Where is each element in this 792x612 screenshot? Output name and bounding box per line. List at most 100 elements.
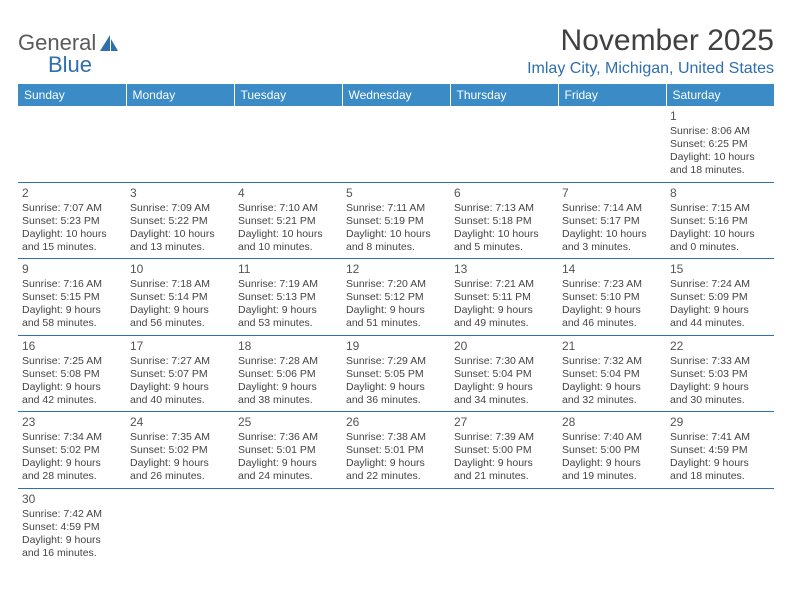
daylight-line-2: and 5 minutes. [454, 241, 554, 254]
calendar-week: 2Sunrise: 7:07 AMSunset: 5:23 PMDaylight… [18, 182, 774, 259]
calendar-empty [126, 488, 234, 564]
daylight-line-2: and 10 minutes. [238, 241, 338, 254]
sunrise-line: Sunrise: 7:25 AM [22, 355, 122, 368]
daylight-line-2: and 24 minutes. [238, 470, 338, 483]
calendar-day: 6Sunrise: 7:13 AMSunset: 5:18 PMDaylight… [450, 182, 558, 259]
sunrise-line: Sunrise: 7:36 AM [238, 431, 338, 444]
day-number: 29 [670, 415, 770, 430]
sunrise-line: Sunrise: 7:40 AM [562, 431, 662, 444]
calendar-week: 23Sunrise: 7:34 AM Sunset: 5:02 PM Dayligh… [18, 412, 774, 489]
calendar-week: 1Sunrise: 8:06 AMSunset: 6:25 PMDaylight… [18, 106, 774, 182]
calendar-empty [666, 488, 774, 564]
day-number: 5 [346, 186, 446, 201]
day-number: 10 [130, 262, 230, 277]
daylight-line: Daylight: 9 hours [238, 381, 338, 394]
daylight-line: Daylight: 9 hours [454, 304, 554, 317]
daylight-line-2: and 34 minutes. [454, 394, 554, 407]
day-number: 12 [346, 262, 446, 277]
calendar-day: 11Sunrise: 7:19 AMSunset: 5:13 PMDayligh… [234, 259, 342, 336]
calendar-day: 25Sunrise: 7:36 AMSunset: 5:01 PMDayligh… [234, 412, 342, 489]
sunrise-line: Sunrise: 7:33 AM [670, 355, 770, 368]
sunrise-line: Sunrise: 7:09 AM [130, 202, 230, 215]
sunrise-line: Sunrise: 7:34 AM [22, 431, 122, 444]
day-number: 17 [130, 339, 230, 354]
daylight-line: Daylight: 10 hours [670, 228, 770, 241]
day-number: 13 [454, 262, 554, 277]
sunrise-line: Sunrise: 7:32 AM [562, 355, 662, 368]
day-number: 24 [130, 415, 230, 430]
day-number: 25 [238, 415, 338, 430]
sunrise-line: Sunrise: 7:18 AM [130, 278, 230, 291]
daylight-line: Daylight: 10 hours [130, 228, 230, 241]
calendar-empty [234, 106, 342, 182]
sunrise-line: Sunrise: 7:15 AM [670, 202, 770, 215]
daylight-line-2: and 22 minutes. [346, 470, 446, 483]
day-number: 7 [562, 186, 662, 201]
daylight-line: Daylight: 10 hours [346, 228, 446, 241]
day-number: 16 [22, 339, 122, 354]
daylight-line-2: and 18 minutes. [670, 470, 770, 483]
day-header: Saturday [666, 84, 774, 106]
daylight-line: Daylight: 10 hours [562, 228, 662, 241]
calendar-day: 8Sunrise: 7:15 AMSunset: 5:16 PMDaylight… [666, 182, 774, 259]
sunrise-line: Sunrise: 7:14 AM [562, 202, 662, 215]
calendar-day: 2Sunrise: 7:07 AMSunset: 5:23 PMDaylight… [18, 182, 126, 259]
sunset-line: Sunset: 5:12 PM [346, 291, 446, 304]
daylight-line-2: and 16 minutes. [22, 547, 122, 560]
day-number: 26 [346, 415, 446, 430]
calendar-day: 20Sunrise: 7:30 AMSunset: 5:04 PMDayligh… [450, 335, 558, 412]
calendar-day: 15Sunrise: 7:24 AMSunset: 5:09 PMDayligh… [666, 259, 774, 336]
calendar-empty [18, 106, 126, 182]
daylight-line-2: and 46 minutes. [562, 317, 662, 330]
month-title: November 2025 [527, 24, 774, 58]
daylight-line-2: and 44 minutes. [670, 317, 770, 330]
daylight-line-2: and 0 minutes. [670, 241, 770, 254]
sunset-line: Sunset: 5:11 PM [454, 291, 554, 304]
calendar-day: 22Sunrise: 7:33 AMSunset: 5:03 PMDayligh… [666, 335, 774, 412]
calendar-day: 28Sunrise: 7:40 AMSunset: 5:00 PMDayligh… [558, 412, 666, 489]
sunset-line: Sunset: 5:19 PM [346, 215, 446, 228]
sunset-line: Sunset: 5:02 PM [130, 444, 230, 457]
daylight-line-2: and 28 minutes. [22, 470, 122, 483]
daylight-line: Daylight: 10 hours [454, 228, 554, 241]
daylight-line-2: and 13 minutes. [130, 241, 230, 254]
calendar-day: 9Sunrise: 7:16 AMSunset: 5:15 PMDaylight… [18, 259, 126, 336]
sunrise-line: Sunrise: 7:07 AM [22, 202, 122, 215]
daylight-line-2: and 21 minutes. [454, 470, 554, 483]
daylight-line-2: and 53 minutes. [238, 317, 338, 330]
calendar-table: SundayMondayTuesdayWednesdayThursdayFrid… [18, 84, 774, 564]
day-number: 11 [238, 262, 338, 277]
daylight-line: Daylight: 9 hours [670, 381, 770, 394]
daylight-line: Daylight: 9 hours [238, 304, 338, 317]
sunset-line: Sunset: 5:03 PM [670, 368, 770, 381]
daylight-line: Daylight: 9 hours [454, 457, 554, 470]
day-number: 8 [670, 186, 770, 201]
day-number: 22 [670, 339, 770, 354]
sunset-line: Sunset: 5:01 PM [346, 444, 446, 457]
calendar-day: 14Sunrise: 7:23 AMSunset: 5:10 PMDayligh… [558, 259, 666, 336]
sunset-line: Sunset: 5:06 PM [238, 368, 338, 381]
day-number: 2 [22, 186, 122, 201]
calendar-day: 1Sunrise: 8:06 AMSunset: 6:25 PMDaylight… [666, 106, 774, 182]
sunset-line: Sunset: 5:17 PM [562, 215, 662, 228]
day-number: 9 [22, 262, 122, 277]
daylight-line: Daylight: 10 hours [22, 228, 122, 241]
daylight-line-2: and 51 minutes. [346, 317, 446, 330]
calendar-day: 12Sunrise: 7:20 AMSunset: 5:12 PMDayligh… [342, 259, 450, 336]
day-number: 28 [562, 415, 662, 430]
logo-text-2: Blue [48, 52, 92, 78]
sunrise-line: Sunrise: 7:11 AM [346, 202, 446, 215]
daylight-line: Daylight: 9 hours [562, 457, 662, 470]
calendar-empty [234, 488, 342, 564]
daylight-line-2: and 19 minutes. [562, 470, 662, 483]
sunrise-line: Sunrise: 7:39 AM [454, 431, 554, 444]
daylight-line: Daylight: 10 hours [238, 228, 338, 241]
sail-icon [98, 33, 120, 53]
sunrise-line: Sunrise: 7:21 AM [454, 278, 554, 291]
day-number: 27 [454, 415, 554, 430]
day-number: 23 [22, 415, 122, 430]
calendar-day: 16Sunrise: 7:25 AMSunset: 5:08 PMDayligh… [18, 335, 126, 412]
daylight-line: Daylight: 9 hours [346, 381, 446, 394]
day-number: 4 [238, 186, 338, 201]
calendar-empty [342, 488, 450, 564]
